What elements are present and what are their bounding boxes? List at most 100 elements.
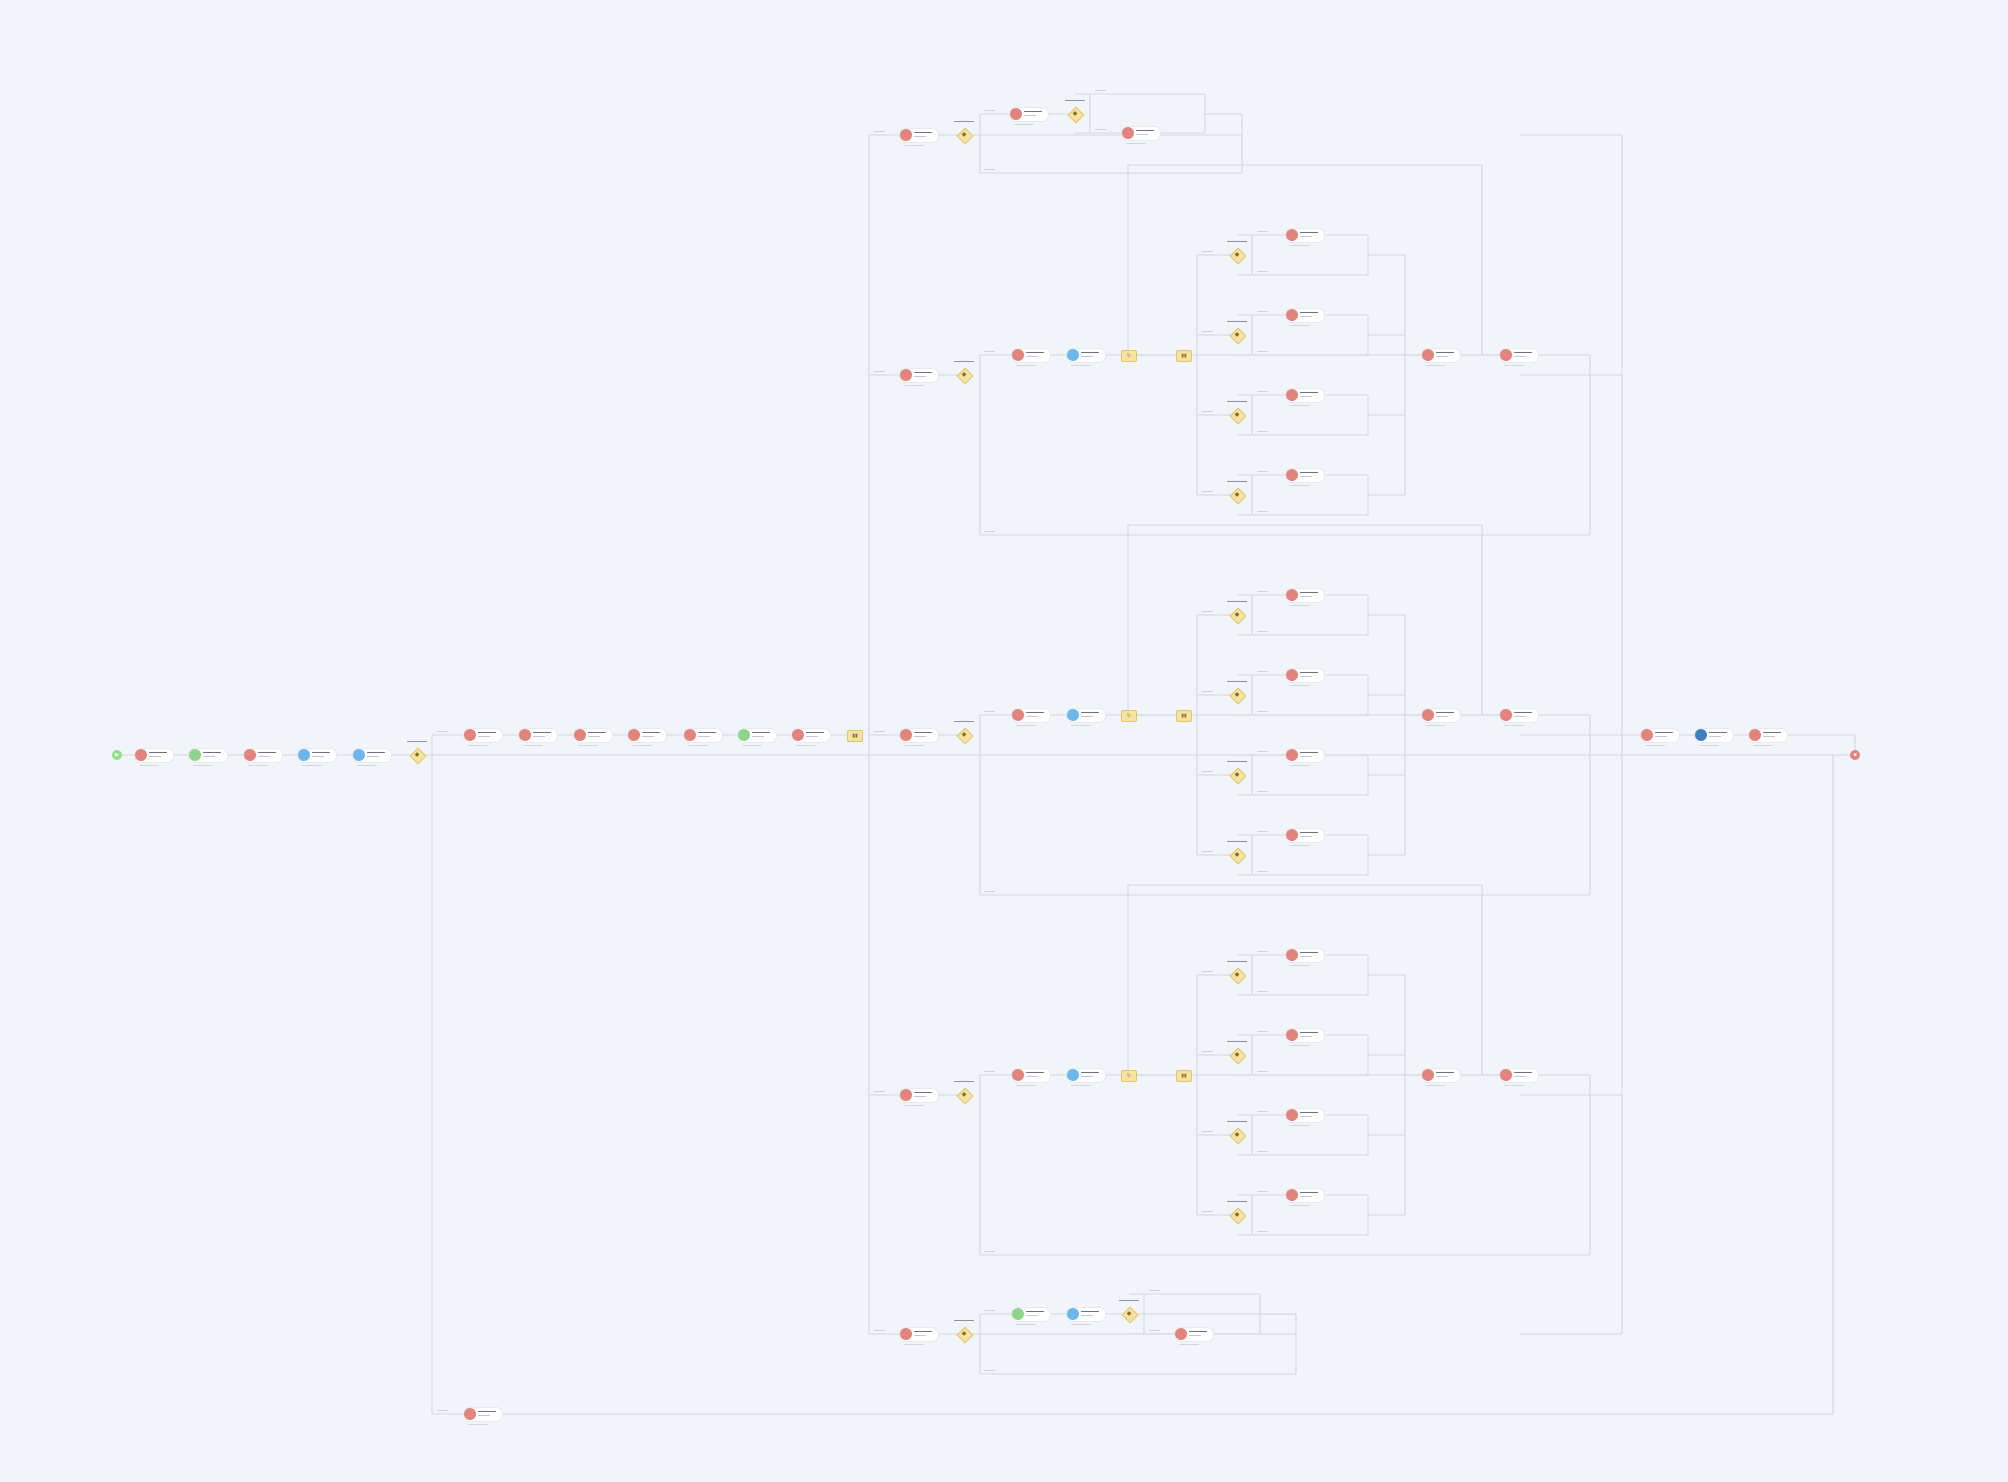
parallel-icon[interactable]: ▮▮ bbox=[1176, 350, 1192, 362]
edge-label-bar bbox=[1257, 591, 1268, 592]
task-node[interactable] bbox=[189, 749, 227, 766]
task-node[interactable] bbox=[135, 749, 173, 766]
task-subtitle-bar bbox=[1081, 356, 1093, 357]
task-node[interactable] bbox=[1286, 749, 1324, 766]
task-node[interactable] bbox=[900, 129, 938, 146]
task-icon bbox=[244, 749, 256, 761]
task-node[interactable] bbox=[1286, 829, 1324, 846]
task-node[interactable] bbox=[1067, 1069, 1105, 1086]
task-icon bbox=[298, 749, 310, 761]
task-caption-bar bbox=[1290, 1205, 1310, 1206]
task-node[interactable] bbox=[900, 1328, 938, 1345]
task-subtitle-bar bbox=[1300, 756, 1312, 757]
task-node[interactable] bbox=[1286, 949, 1324, 966]
task-node[interactable] bbox=[1012, 349, 1050, 366]
task-node[interactable] bbox=[1286, 1189, 1324, 1206]
task-caption-bar bbox=[248, 765, 268, 766]
diamond-icon: ◆ bbox=[1234, 1052, 1240, 1058]
task-subtitle-bar bbox=[1026, 1315, 1038, 1316]
task-node[interactable] bbox=[900, 1089, 938, 1106]
task-icon bbox=[1286, 749, 1298, 761]
start-event[interactable]: ▶ bbox=[112, 750, 122, 760]
edge-label-bar bbox=[874, 1091, 885, 1092]
task-node[interactable] bbox=[1286, 669, 1324, 686]
task-node[interactable] bbox=[244, 749, 282, 766]
task-node[interactable] bbox=[1067, 1308, 1105, 1325]
task-icon bbox=[519, 729, 531, 741]
task-node[interactable] bbox=[1067, 349, 1105, 366]
task-node[interactable] bbox=[1500, 1069, 1538, 1086]
task-title-bar bbox=[258, 752, 276, 754]
task-node[interactable] bbox=[1286, 469, 1324, 486]
edge-label-bar bbox=[984, 891, 995, 892]
task-icon bbox=[1067, 1308, 1079, 1320]
task-title-bar bbox=[1300, 672, 1318, 674]
parallel-icon[interactable]: ▮▮ bbox=[1176, 710, 1192, 722]
task-node[interactable] bbox=[684, 729, 722, 746]
task-node[interactable] bbox=[792, 729, 830, 746]
task-node[interactable] bbox=[738, 729, 776, 746]
task-icon bbox=[1500, 349, 1512, 361]
task-node[interactable] bbox=[1286, 309, 1324, 326]
edge-label-bar bbox=[1202, 1051, 1213, 1052]
task-title-bar bbox=[1514, 1072, 1532, 1074]
task-node[interactable] bbox=[574, 729, 612, 746]
task-node[interactable] bbox=[1749, 729, 1787, 746]
task-caption-bar bbox=[688, 745, 708, 746]
loop-icon[interactable]: ↻ bbox=[1121, 1070, 1137, 1082]
diamond-icon: ◆ bbox=[961, 732, 967, 738]
task-node[interactable] bbox=[1422, 349, 1460, 366]
task-node[interactable] bbox=[1286, 1109, 1324, 1126]
task-subtitle-bar bbox=[478, 1415, 490, 1416]
task-icon bbox=[1067, 1069, 1079, 1081]
task-node[interactable] bbox=[1641, 729, 1679, 746]
task-icon bbox=[900, 129, 912, 141]
task-node[interactable] bbox=[900, 729, 938, 746]
task-node[interactable] bbox=[1012, 1308, 1050, 1325]
task-title-bar bbox=[203, 752, 221, 754]
edge-label-bar bbox=[1257, 791, 1268, 792]
task-title-bar bbox=[1300, 1032, 1318, 1034]
edge-label-bar bbox=[1202, 1131, 1213, 1132]
task-title-bar bbox=[312, 752, 330, 754]
task-node[interactable] bbox=[1012, 1069, 1050, 1086]
task-node[interactable] bbox=[628, 729, 666, 746]
task-node[interactable] bbox=[900, 369, 938, 386]
task-node[interactable] bbox=[353, 749, 391, 766]
task-node[interactable] bbox=[1422, 709, 1460, 726]
task-node[interactable] bbox=[464, 1408, 502, 1425]
edge-label-bar bbox=[1257, 1111, 1268, 1112]
task-node[interactable] bbox=[1286, 1029, 1324, 1046]
task-title-bar bbox=[478, 1411, 496, 1413]
task-node[interactable] bbox=[1067, 709, 1105, 726]
task-node[interactable] bbox=[1422, 1069, 1460, 1086]
task-subtitle-bar bbox=[1655, 736, 1667, 737]
edge-label-bar bbox=[1257, 1231, 1268, 1232]
task-node[interactable] bbox=[1695, 729, 1733, 746]
task-node[interactable] bbox=[1286, 229, 1324, 246]
task-node[interactable] bbox=[1286, 589, 1324, 606]
task-node[interactable] bbox=[1012, 709, 1050, 726]
task-node[interactable] bbox=[1122, 127, 1160, 144]
parallel-icon[interactable]: ▮▮ bbox=[1176, 1070, 1192, 1082]
task-node[interactable] bbox=[1500, 349, 1538, 366]
task-caption-bar bbox=[904, 1344, 924, 1345]
task-caption-bar bbox=[1290, 245, 1310, 246]
task-subtitle-bar bbox=[1300, 1116, 1312, 1117]
task-subtitle-bar bbox=[1026, 356, 1038, 357]
task-icon bbox=[1286, 1109, 1298, 1121]
loop-icon[interactable]: ↻ bbox=[1121, 350, 1137, 362]
task-node[interactable] bbox=[1286, 389, 1324, 406]
loop-icon[interactable]: ↻ bbox=[1121, 710, 1137, 722]
task-node[interactable] bbox=[519, 729, 557, 746]
task-node[interactable] bbox=[464, 729, 502, 746]
parallel-icon[interactable]: ▮▮ bbox=[847, 730, 863, 742]
task-subtitle-bar bbox=[1709, 736, 1721, 737]
end-event[interactable]: ■ bbox=[1850, 750, 1860, 760]
task-node[interactable] bbox=[1175, 1328, 1213, 1345]
task-subtitle-bar bbox=[1081, 1315, 1093, 1316]
task-caption-bar bbox=[1071, 1085, 1091, 1086]
task-node[interactable] bbox=[298, 749, 336, 766]
task-node[interactable] bbox=[1500, 709, 1538, 726]
task-node[interactable] bbox=[1010, 108, 1048, 125]
